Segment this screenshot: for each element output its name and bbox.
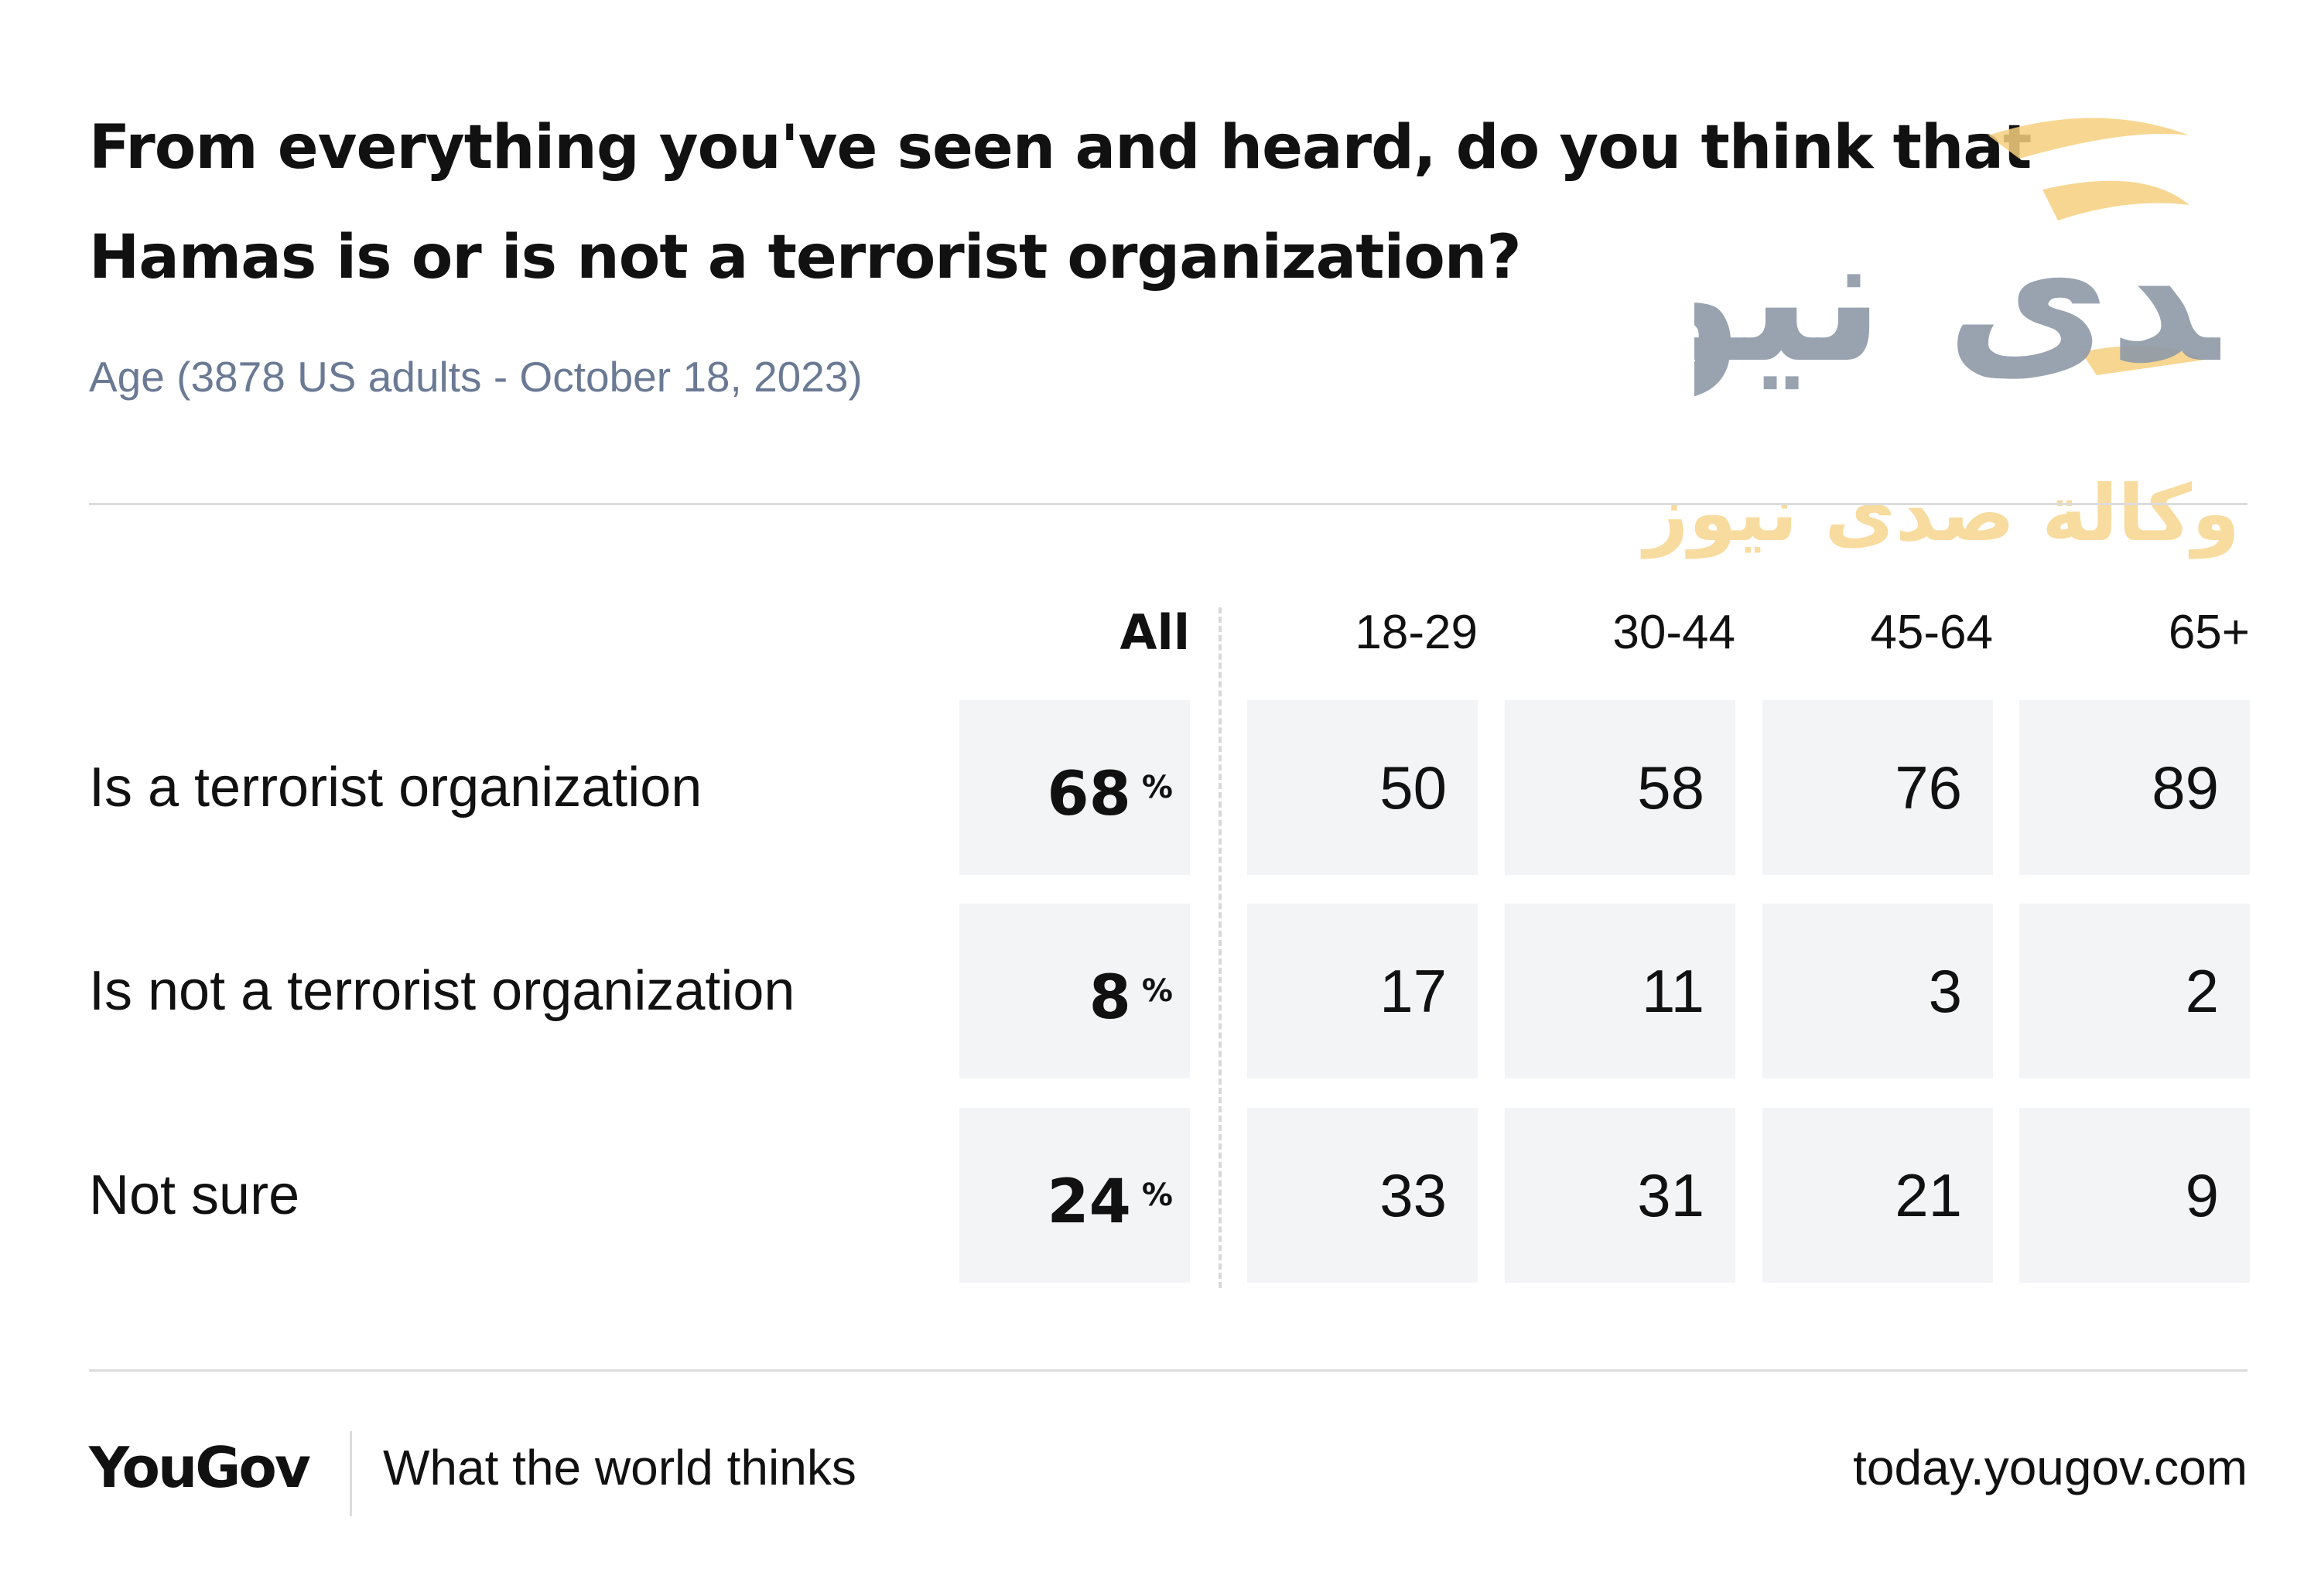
cell: 76 [1762,700,1993,875]
all-divider [1219,607,1222,1288]
cell-value: 89 [2152,754,2219,822]
chart-title: From everything you've seen and heard, d… [89,113,2032,292]
top-rule [89,503,2248,505]
cell-value: 50 [1379,754,1447,822]
cell-value: 21 [1895,1161,1962,1229]
cell-value: 76 [1895,754,1962,822]
chart-subtitle: Age (3878 US adults - October 18, 2023) [89,353,863,401]
cell: 33 [1247,1108,1478,1283]
footer-site-link[interactable]: today.yougov.com [1853,1440,2248,1495]
watermark-text: وكالة صدى نيوز [1643,468,2241,559]
cell: 58 [1505,700,1735,875]
row-label-not-sure: Not sure [89,1164,300,1226]
col-header-all: All [1119,604,1191,661]
col-header-30-44: 30-44 [1612,606,1735,659]
cell-all: 8% [959,904,1190,1078]
col-header-65-plus: 65+ [2168,606,2250,659]
all-value: 8 [1089,963,1131,1033]
footer-divider [350,1431,352,1516]
cell-all: 68% [959,700,1190,875]
cell: 3 [1762,904,1993,1078]
cell: 2 [2019,904,2250,1078]
cell-value: 33 [1379,1161,1447,1229]
cell-value: 58 [1637,754,1704,822]
all-value: 24 [1047,1167,1131,1237]
row-label-terrorist: Is a terrorist organization [89,757,702,819]
cell-value: 11 [1642,957,1704,1025]
cell: 11 [1505,904,1735,1078]
row-label-not-terrorist: Is not a terrorist organization [89,960,795,1022]
cell: 17 [1247,904,1478,1078]
watermark-logo-text: صدى نيوز [1694,196,2220,404]
col-header-18-29: 18-29 [1355,606,1478,659]
watermark-logo: صدى نيوز [1694,118,2220,404]
cell: 21 [1762,1108,1993,1283]
cell: 31 [1505,1108,1735,1283]
footer-tagline: What the world thinks [383,1440,856,1495]
cell: 9 [2019,1108,2250,1283]
cell-value: 3 [1928,957,1962,1025]
percent-sign: % [1141,770,1173,805]
cell: 89 [2019,700,2250,875]
cell: 50 [1247,700,1478,875]
percent-sign: % [1141,973,1173,1009]
cell-value: 17 [1379,957,1447,1025]
yougov-logo: YouGov [89,1435,311,1500]
cell-value: 31 [1637,1161,1704,1229]
col-header-45-64: 45-64 [1870,606,1993,659]
bottom-rule [89,1369,2248,1372]
percent-sign: % [1141,1177,1173,1213]
cell-value: 9 [2185,1161,2219,1229]
cell-all: 24% [959,1108,1190,1283]
all-value: 68 [1047,760,1131,829]
cell-value: 2 [2185,957,2219,1025]
